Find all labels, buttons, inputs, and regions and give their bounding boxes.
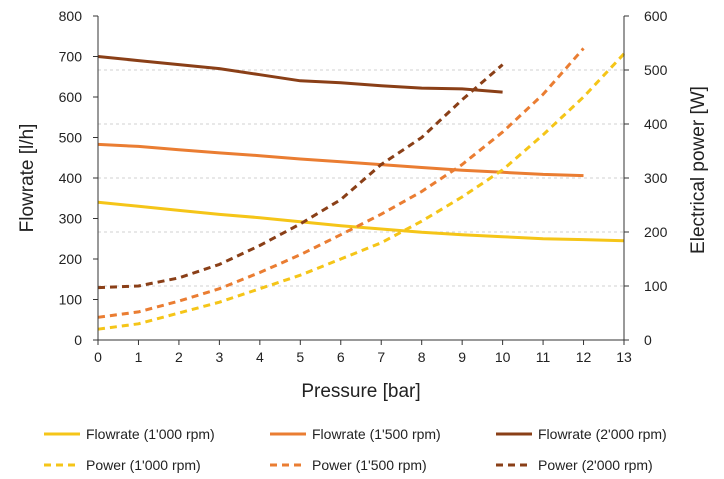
y-left-tick-label: 400 xyxy=(59,170,83,186)
y-right-tick-label: 0 xyxy=(644,332,652,348)
x-tick-label: 3 xyxy=(215,349,223,365)
y-right-tick-label: 200 xyxy=(644,224,668,240)
y-right-tick-label: 400 xyxy=(644,116,668,132)
x-tick-label: 4 xyxy=(256,349,264,365)
y-right-tick-label: 300 xyxy=(644,170,668,186)
y-right-tick-label: 100 xyxy=(644,278,668,294)
x-tick-label: 6 xyxy=(337,349,345,365)
series-line-power-2-000-rpm xyxy=(97,63,504,290)
y-right-tick-label: 500 xyxy=(644,62,668,78)
y-left-tick-label: 500 xyxy=(59,130,83,146)
x-tick-label: 5 xyxy=(296,349,304,365)
series-line-power-1-000-rpm xyxy=(97,52,626,331)
x-axis-title: Pressure [bar] xyxy=(301,381,420,402)
x-tick-label: 11 xyxy=(536,349,551,365)
x-tick-label: 2 xyxy=(175,349,183,365)
x-tick-label: 7 xyxy=(377,349,385,365)
y-left-tick-label: 700 xyxy=(59,49,83,65)
series-line-power-1-500-rpm xyxy=(97,47,585,319)
x-tick-label: 13 xyxy=(616,349,632,365)
series-layer xyxy=(97,47,626,331)
y-axis-left-title: Flowrate [l/h] xyxy=(17,124,38,233)
x-tick-label: 8 xyxy=(418,349,426,365)
legend-label: Power (1'000 rpm) xyxy=(86,457,201,473)
grid xyxy=(98,69,624,287)
series-line-flowrate-2-000-rpm xyxy=(97,55,503,94)
series-line-flowrate-1-000-rpm xyxy=(97,200,625,243)
legend-label: Power (1'500 rpm) xyxy=(312,457,427,473)
y-left-tick-label: 600 xyxy=(59,89,83,105)
x-tick-label: 12 xyxy=(576,349,592,365)
ticks: 0 1 2 3 4 5 6 7 8 9 10 11 12 130100200300400500600700… xyxy=(59,8,668,365)
legend-label: Power (2'000 rpm) xyxy=(538,457,653,473)
y-left-tick-label: 100 xyxy=(59,292,83,308)
y-left-tick-label: 300 xyxy=(59,211,83,227)
y-left-tick-label: 0 xyxy=(74,332,82,348)
y-left-tick-label: 800 xyxy=(59,8,83,24)
legend-label: Flowrate (2'000 rpm) xyxy=(538,426,667,442)
legend-label: Flowrate (1'500 rpm) xyxy=(312,426,441,442)
y-axis-right-title: Electrical power [W] xyxy=(688,86,709,254)
x-tick-label: 9 xyxy=(458,349,466,365)
x-tick-label: 10 xyxy=(495,349,511,365)
y-right-tick-label: 600 xyxy=(644,8,668,24)
legend: Flowrate (1'000 rpm) Flowrate (1'500 rpm)… xyxy=(44,426,667,473)
x-tick-label: 0 xyxy=(94,349,102,365)
legend-label: Flowrate (1'000 rpm) xyxy=(86,426,215,442)
x-tick-label: 1 xyxy=(135,349,143,365)
series-line-flowrate-1-500-rpm xyxy=(97,142,584,178)
y-left-tick-label: 200 xyxy=(59,251,83,267)
